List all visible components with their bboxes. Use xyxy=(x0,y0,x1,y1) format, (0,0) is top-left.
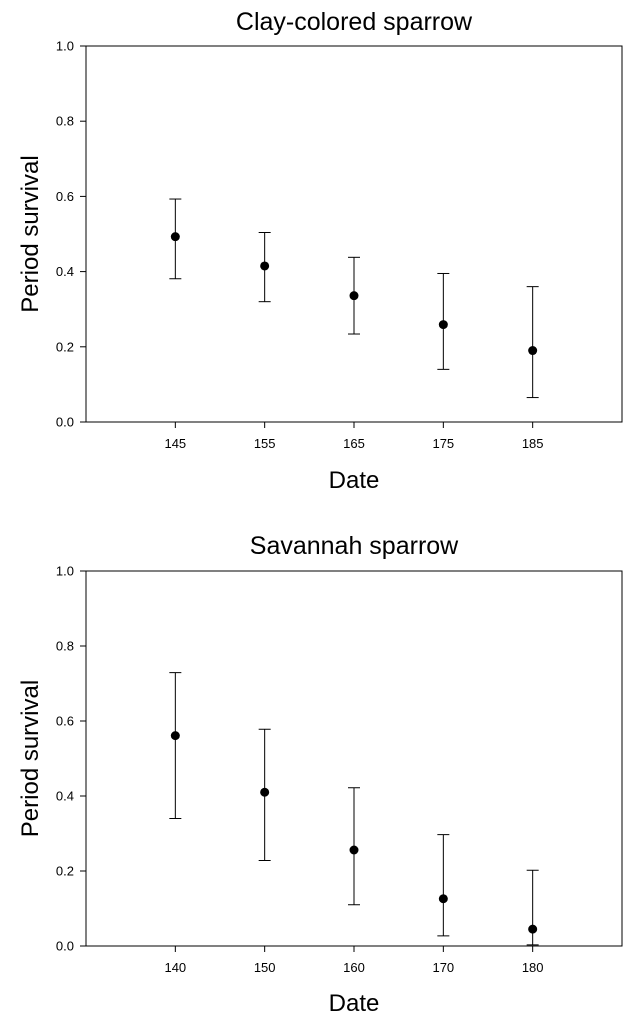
y-tick-label: 0.6 xyxy=(56,189,74,204)
x-axis-label: Date xyxy=(329,990,380,1017)
x-axis-label: Date xyxy=(329,467,380,494)
x-tick-label: 155 xyxy=(254,436,276,451)
data-point xyxy=(349,845,359,855)
data-point xyxy=(528,924,538,934)
x-tick-label: 175 xyxy=(432,436,454,451)
y-tick-label: 0.0 xyxy=(56,415,74,430)
y-axis-label: Period survival xyxy=(17,155,44,312)
data-point xyxy=(260,261,270,271)
x-tick-label: 180 xyxy=(522,960,544,975)
y-tick-label: 1.0 xyxy=(56,564,74,579)
data-point xyxy=(349,291,359,301)
y-tick-label: 1.0 xyxy=(56,39,74,54)
y-tick-label: 0.0 xyxy=(56,939,74,954)
data-point xyxy=(170,232,180,242)
y-tick-label: 0.8 xyxy=(56,639,74,654)
data-point xyxy=(170,731,180,741)
chart-panel-1: Clay-colored sparrow 0.0 0.2 0.4 0.6 0.8 1.0 14… xyxy=(17,8,623,494)
data-point xyxy=(438,320,448,330)
chart-panel-2: Savannah sparrow 0.0 0.2 0.4 0.6 0.8 1.0 140 150… xyxy=(17,532,623,1017)
data-point xyxy=(438,894,448,904)
plot-area xyxy=(85,45,623,423)
data-point xyxy=(528,346,538,356)
x-tick-label: 185 xyxy=(522,436,544,451)
x-tick-label: 150 xyxy=(254,960,276,975)
y-tick-label: 0.6 xyxy=(56,714,74,729)
y-tick-label: 0.8 xyxy=(56,114,74,129)
chart-title: Savannah sparrow xyxy=(250,532,459,560)
x-tick-label: 145 xyxy=(164,436,186,451)
y-tick-label: 0.2 xyxy=(56,339,74,354)
chart-title: Clay-colored sparrow xyxy=(236,8,473,36)
y-tick-label: 0.4 xyxy=(56,264,74,279)
x-tick-label: 140 xyxy=(164,960,186,975)
y-tick-label: 0.4 xyxy=(56,789,74,804)
x-tick-label: 165 xyxy=(343,436,365,451)
data-point xyxy=(260,787,270,797)
x-tick-label: 160 xyxy=(343,960,365,975)
x-tick-label: 170 xyxy=(432,960,454,975)
y-axis-label: Period survival xyxy=(17,680,44,837)
y-tick-label: 0.2 xyxy=(56,864,74,879)
